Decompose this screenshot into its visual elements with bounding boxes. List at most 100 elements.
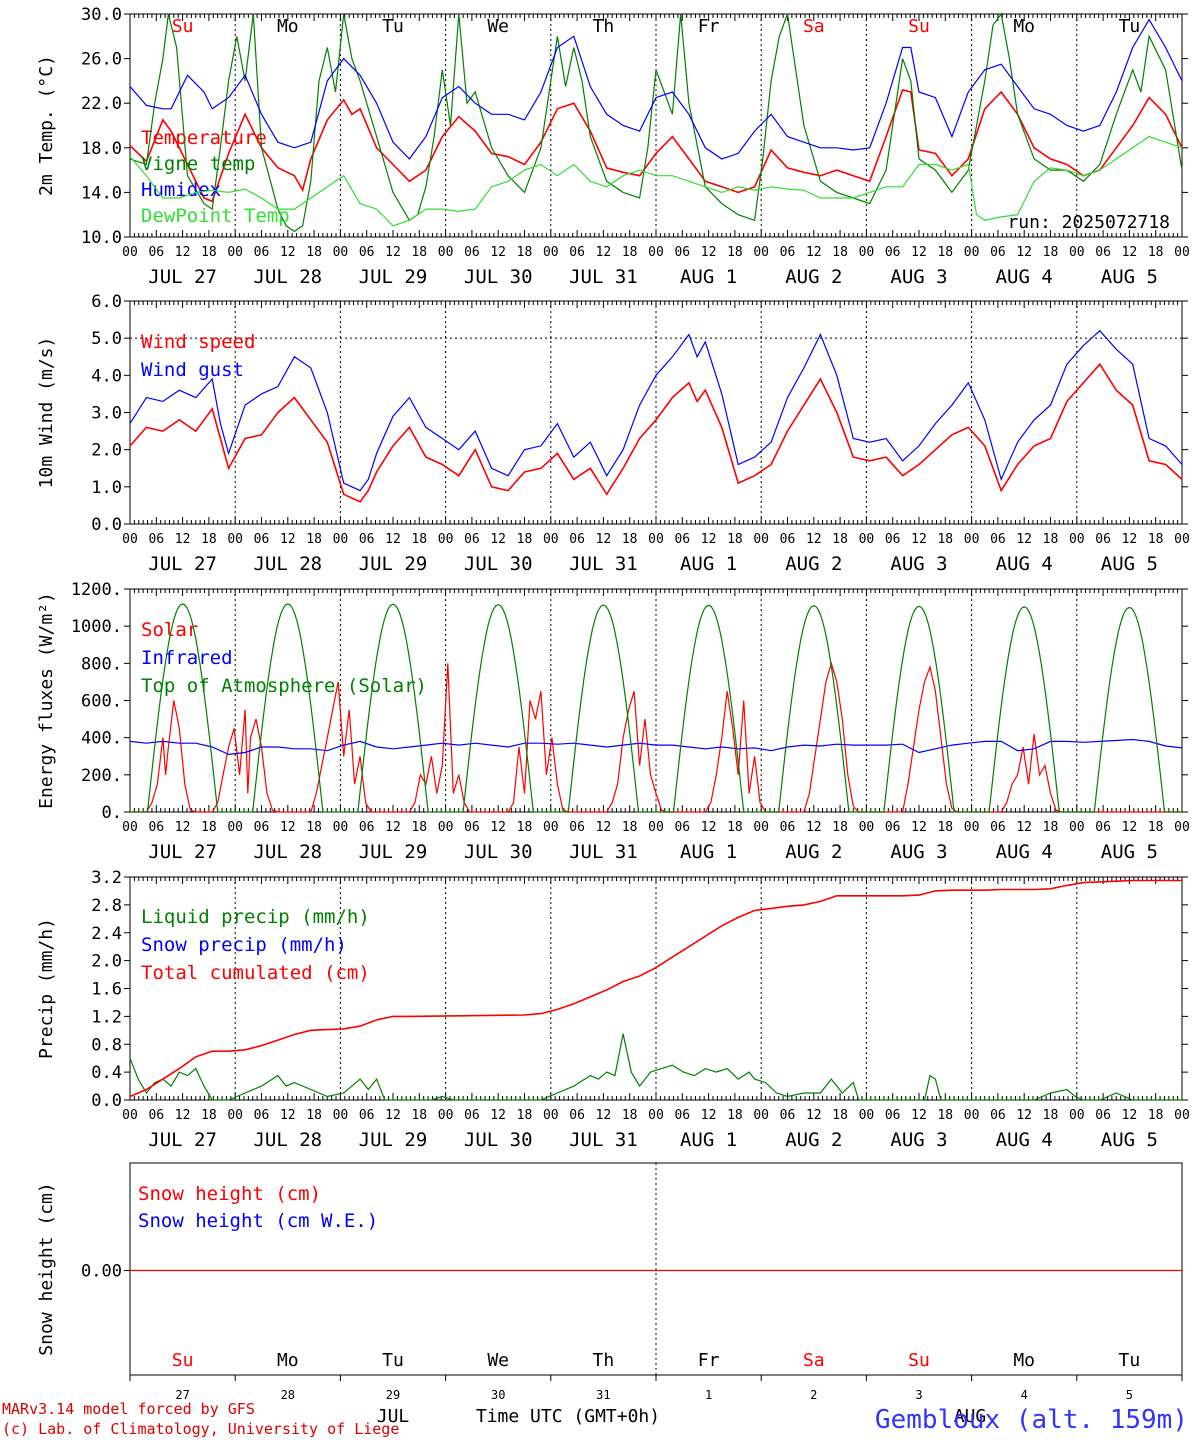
hour-tick-label: 18 xyxy=(411,245,427,260)
day-of-week-label: Su xyxy=(908,1350,930,1371)
y-tick-label: 5.0 xyxy=(91,329,122,349)
y-tick-label: 26.0 xyxy=(81,50,122,70)
legend-entry: Temperature xyxy=(141,127,267,149)
day-of-week-label: Fr xyxy=(698,16,720,37)
hour-tick-label: 18 xyxy=(411,532,427,547)
panel-4: 0.0 0.4 0.8 1.2 1.6 2.0 2.4 2.8 3.2 Precip (mm/h)… xyxy=(36,868,1190,1151)
hour-tick-label: 06 xyxy=(569,532,585,547)
hour-tick-label: 00 xyxy=(753,532,769,547)
hour-tick-label: 00 xyxy=(1174,820,1190,835)
hour-tick-label: 12 xyxy=(280,532,296,547)
y-axis-title: 10m Wind (m/s) xyxy=(36,337,57,489)
legend-entry: Vigne temp xyxy=(141,153,255,175)
hour-tick-label: 00 xyxy=(543,245,559,260)
day-of-week-label: Su xyxy=(172,1350,194,1371)
day-of-week-label: Sa xyxy=(803,16,825,37)
hour-tick-label: 06 xyxy=(674,1108,690,1123)
hour-tick-label: 00 xyxy=(122,245,138,260)
day-of-week-label: Su xyxy=(908,16,930,37)
y-tick-label: 0.4 xyxy=(91,1063,122,1083)
date-label: JUL 31 xyxy=(569,1129,638,1151)
hour-tick-label: 12 xyxy=(911,532,927,547)
day-of-month-label: 27 xyxy=(175,1388,189,1402)
hour-tick-label: 12 xyxy=(385,245,401,260)
hour-tick-label: 06 xyxy=(254,532,270,547)
hour-tick-label: 12 xyxy=(280,820,296,835)
panel-3: 0. 200. 400. 600. 800. 1000. 1200. Energy fluxe… xyxy=(36,580,1190,863)
series-line-wind-speed xyxy=(129,362,1183,503)
hour-tick-label: 06 xyxy=(148,1108,164,1123)
hour-tick-label: 18 xyxy=(306,1108,322,1123)
day-of-month-label: 4 xyxy=(1021,1388,1028,1402)
legend-entry: Wind speed xyxy=(141,331,255,353)
day-of-month-label: 28 xyxy=(281,1388,295,1402)
month-label-aug: AUG xyxy=(954,1406,987,1427)
hour-tick-label: 18 xyxy=(727,1108,743,1123)
date-label: JUL 29 xyxy=(359,841,428,863)
hour-tick-label: 06 xyxy=(674,245,690,260)
day-of-month-label: 3 xyxy=(915,1388,922,1402)
hour-tick-label: 18 xyxy=(622,245,638,260)
day-of-week-label: Fr xyxy=(698,1350,720,1371)
hour-tick-label: 18 xyxy=(201,820,217,835)
date-label: AUG 1 xyxy=(680,553,737,575)
hour-tick-label: 06 xyxy=(359,1108,375,1123)
hour-tick-label: 00 xyxy=(333,532,349,547)
date-label: JUL 30 xyxy=(464,841,533,863)
hour-tick-label: 00 xyxy=(122,1108,138,1123)
hour-tick-label: 18 xyxy=(1148,820,1164,835)
hour-tick-label: 12 xyxy=(1016,820,1032,835)
hour-tick-label: 12 xyxy=(490,820,506,835)
date-label: JUL 28 xyxy=(253,1129,322,1151)
hour-tick-label: 00 xyxy=(753,1108,769,1123)
date-label: AUG 4 xyxy=(996,553,1053,575)
x-axis-title: Time UTC (GMT+0h) xyxy=(476,1406,660,1427)
y-axis-title: 2m Temp. (°C) xyxy=(36,55,57,196)
location-label: Gembloux (alt. 159m) xyxy=(875,1405,1188,1435)
hour-tick-label: 18 xyxy=(201,532,217,547)
y-tick-label: 2.0 xyxy=(91,441,122,461)
hour-tick-label: 12 xyxy=(596,245,612,260)
hour-tick-label: 06 xyxy=(569,1108,585,1123)
hour-tick-label: 12 xyxy=(911,1108,927,1123)
hour-tick-label: 06 xyxy=(885,532,901,547)
hour-tick-label: 18 xyxy=(1043,820,1059,835)
hour-tick-label: 00 xyxy=(753,245,769,260)
y-tick-label: 0.0 xyxy=(91,515,122,535)
hour-tick-label: 00 xyxy=(227,245,243,260)
hour-tick-label: 00 xyxy=(122,820,138,835)
y-tick-label: 1.2 xyxy=(91,1007,122,1027)
hour-tick-label: 12 xyxy=(596,1108,612,1123)
hour-tick-label: 06 xyxy=(254,820,270,835)
y-tick-label: 0. xyxy=(102,803,122,823)
series-line-vigne-temp xyxy=(129,12,1183,233)
hour-tick-label: 18 xyxy=(727,820,743,835)
date-label: AUG 4 xyxy=(996,1129,1053,1151)
hour-tick-label: 12 xyxy=(1122,532,1138,547)
hour-tick-label: 06 xyxy=(359,245,375,260)
y-tick-label: 0.00 xyxy=(81,1262,122,1282)
day-of-week-label: Mo xyxy=(277,1350,299,1371)
hour-tick-label: 06 xyxy=(1095,820,1111,835)
hour-tick-label: 12 xyxy=(806,245,822,260)
hour-tick-label: 12 xyxy=(806,820,822,835)
hour-tick-label: 06 xyxy=(674,820,690,835)
hour-tick-label: 18 xyxy=(832,820,848,835)
series-line-humidex xyxy=(129,18,1183,160)
hour-tick-label: 12 xyxy=(1016,532,1032,547)
hour-tick-label: 06 xyxy=(990,245,1006,260)
hour-tick-label: 06 xyxy=(885,1108,901,1123)
series-line-dewpoint-temp xyxy=(129,135,1183,227)
hour-tick-label: 00 xyxy=(333,1108,349,1123)
hour-tick-label: 00 xyxy=(543,1108,559,1123)
hour-tick-label: 00 xyxy=(753,820,769,835)
date-label: JUL 30 xyxy=(464,553,533,575)
hour-tick-label: 18 xyxy=(937,1108,953,1123)
y-tick-label: 30.0 xyxy=(81,5,122,25)
hour-tick-label: 12 xyxy=(490,1108,506,1123)
hour-tick-label: 12 xyxy=(1122,820,1138,835)
hour-tick-label: 12 xyxy=(280,245,296,260)
y-tick-label: 0.8 xyxy=(91,1035,122,1055)
date-label: JUL 27 xyxy=(148,553,217,575)
hour-tick-label: 12 xyxy=(596,532,612,547)
